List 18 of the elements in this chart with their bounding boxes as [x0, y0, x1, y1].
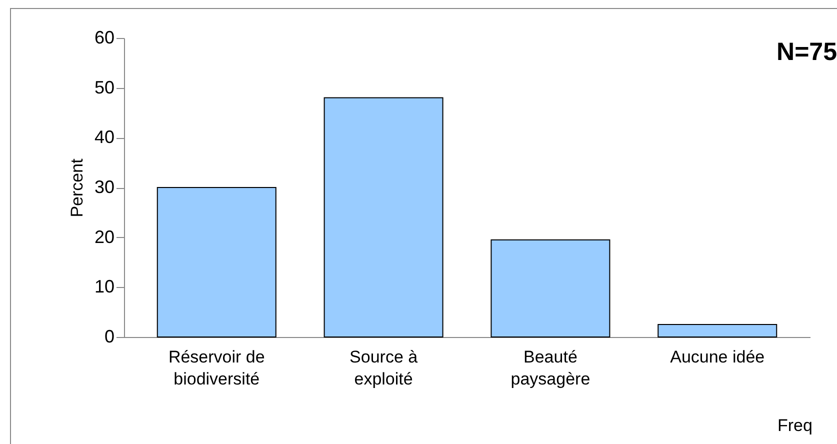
y-tick-label: 40	[94, 127, 114, 148]
y-tick-label: 20	[94, 226, 114, 247]
x-tick-label: Réservoir de biodiversité	[168, 348, 265, 388]
x-tick-label: Source à exploité	[350, 348, 418, 388]
bar	[490, 239, 610, 338]
y-tick-label: 0	[104, 326, 114, 346]
bar	[156, 187, 276, 338]
x-tick-label: Aucune idée	[670, 348, 765, 366]
bar	[658, 324, 778, 338]
y-tick-label: 10	[94, 276, 114, 297]
y-tick-label: 30	[94, 177, 114, 197]
y-tick-label: 60	[94, 28, 114, 48]
y-axis-title: Percent	[67, 158, 86, 218]
bar	[324, 97, 444, 338]
text: Freq	[778, 416, 812, 435]
y-tick-label: 50	[94, 77, 114, 98]
x-tick-label: Beauté paysagère	[510, 348, 590, 388]
annotation: N=75	[776, 38, 837, 66]
